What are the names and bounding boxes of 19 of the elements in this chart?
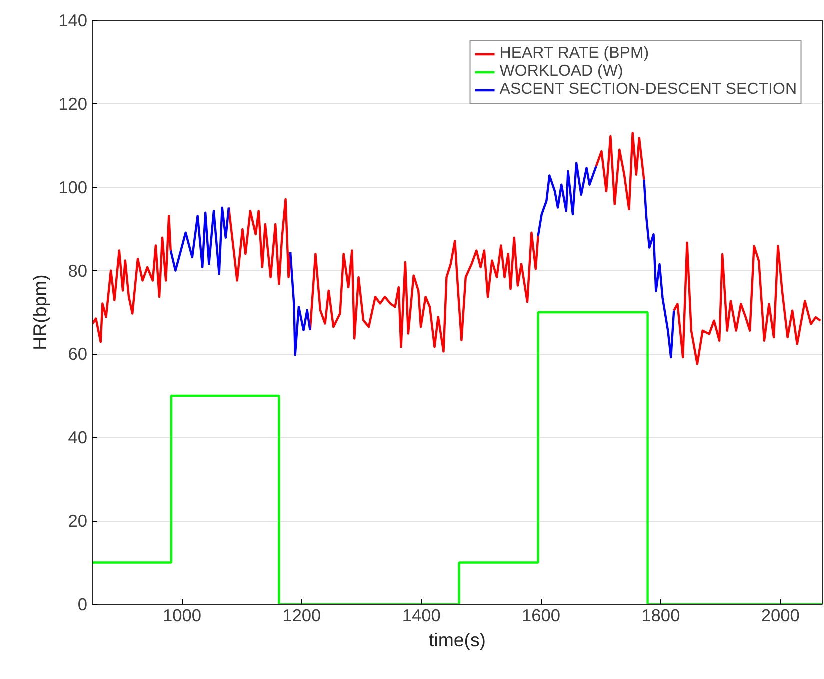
x-tick-label: 1400 <box>402 606 441 626</box>
y-tick-label: 140 <box>58 10 88 30</box>
y-tick-label: 60 <box>68 344 88 364</box>
y-tick-label: 0 <box>78 594 88 614</box>
x-tick-label: 2000 <box>761 606 800 626</box>
y-tick-label: 20 <box>68 511 88 532</box>
y-axis-title: HR(bpm) <box>30 274 51 350</box>
x-tick-label: 1200 <box>282 606 322 626</box>
x-tick-label: 1800 <box>642 606 680 626</box>
x-tick-label: 1000 <box>162 606 202 626</box>
y-tick-label: 120 <box>58 94 88 114</box>
y-tick-label: 40 <box>68 428 88 448</box>
x-axis-title: time(s) <box>429 630 486 650</box>
legend-label: HEART RATE (BPM) <box>500 45 650 63</box>
legend-label: WORKLOAD (W) <box>500 63 624 81</box>
x-tick-label: 1600 <box>522 606 561 626</box>
legend-label: ASCENT SECTION-DESCENT SECTION <box>500 81 797 99</box>
y-tick-label: 80 <box>68 260 88 281</box>
y-tick-label: 100 <box>58 177 88 198</box>
